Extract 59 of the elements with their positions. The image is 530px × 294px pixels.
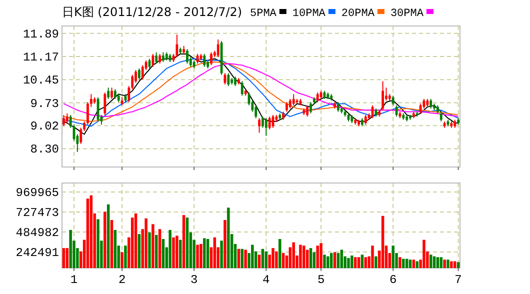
candlestick	[306, 104, 309, 118]
candlestick	[382, 80, 384, 111]
candlestick	[162, 52, 164, 62]
candlestick	[107, 87, 110, 100]
candlestick	[80, 127, 82, 144]
y-tick-label: 11.89	[22, 27, 59, 42]
y-tick-label: 9.73	[30, 96, 59, 111]
candlestick	[240, 80, 244, 96]
chart-title: 日K图 (2011/12/28 - 2012/7/2)	[62, 5, 242, 19]
candlestick	[392, 95, 394, 106]
legend-label: 10PMA	[292, 8, 326, 20]
x-tick-label: 1	[70, 273, 78, 287]
y-tick-label: 484982	[16, 226, 59, 240]
candlestick	[310, 102, 312, 114]
candlestick	[155, 52, 158, 64]
y-tick-label: 8.30	[30, 142, 59, 157]
candlestick	[216, 38, 220, 58]
candlestick	[138, 68, 140, 80]
candlestick	[364, 114, 367, 126]
x-tick-label: 7	[454, 273, 462, 287]
candlestick	[66, 112, 68, 124]
y-tick-label: 969965	[16, 186, 59, 200]
candlestick	[286, 102, 288, 112]
legend-label: 20PMA	[341, 8, 375, 20]
y-tick-label: 242491	[16, 246, 59, 260]
candlestick	[258, 118, 260, 134]
candlestick	[288, 98, 292, 110]
candlestick	[62, 114, 65, 127]
candlestick	[158, 53, 161, 64]
candlestick	[234, 76, 236, 87]
x-tick-label: 6	[389, 273, 397, 287]
candlestick	[336, 102, 340, 112]
candlestick	[227, 72, 230, 87]
candlestick	[176, 34, 178, 58]
candlestick	[264, 118, 268, 136]
candlestick	[203, 53, 206, 68]
candlestick	[268, 116, 271, 130]
y-tick-label: 727473	[16, 206, 59, 220]
x-tick-label: 5	[317, 273, 325, 287]
candlestick	[316, 92, 319, 103]
candlestick	[104, 92, 106, 116]
candlestick	[110, 87, 113, 100]
candlestick	[430, 98, 432, 110]
candlestick	[210, 52, 212, 66]
candlestick	[186, 48, 188, 64]
x-tick-label: 4	[262, 273, 270, 287]
candlestick	[141, 64, 144, 80]
legend-label: 30PMA	[390, 8, 424, 20]
y-tick-label: 11.17	[22, 50, 59, 65]
x-tick-label: 2	[118, 273, 126, 287]
x-tick-label: 3	[190, 273, 198, 287]
y-tick-label: 10.45	[22, 74, 59, 88]
y-tick-label: 9.02	[30, 120, 59, 134]
candlestick	[254, 104, 258, 119]
candlestick	[152, 53, 154, 68]
legend-label: 5PMA	[250, 8, 277, 20]
candlestick	[292, 94, 295, 106]
candlestick	[440, 111, 442, 122]
candlestick	[114, 88, 116, 100]
